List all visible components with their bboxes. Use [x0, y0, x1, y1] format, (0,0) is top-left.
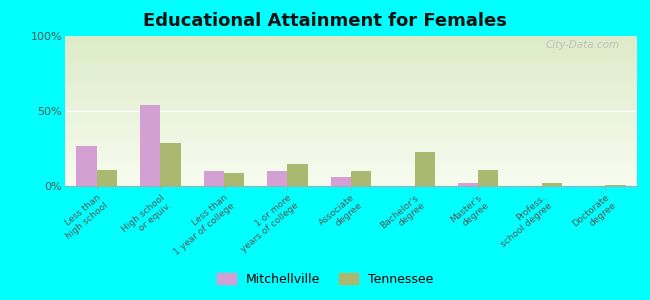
- Bar: [331, 177, 351, 186]
- Bar: [203, 171, 224, 186]
- Bar: [267, 171, 287, 186]
- Bar: [97, 169, 117, 186]
- Bar: [415, 152, 435, 186]
- Text: Educational Attainment for Females: Educational Attainment for Females: [143, 12, 507, 30]
- Bar: [478, 169, 499, 186]
- Bar: [605, 184, 625, 186]
- Bar: [161, 142, 181, 186]
- Bar: [224, 172, 244, 186]
- Bar: [77, 146, 97, 186]
- Bar: [541, 183, 562, 186]
- Bar: [351, 171, 371, 186]
- Bar: [140, 105, 161, 186]
- Bar: [458, 183, 478, 186]
- Bar: [287, 164, 308, 186]
- Text: City-Data.com: City-Data.com: [546, 40, 620, 50]
- Legend: Mitchellville, Tennessee: Mitchellville, Tennessee: [212, 268, 438, 291]
